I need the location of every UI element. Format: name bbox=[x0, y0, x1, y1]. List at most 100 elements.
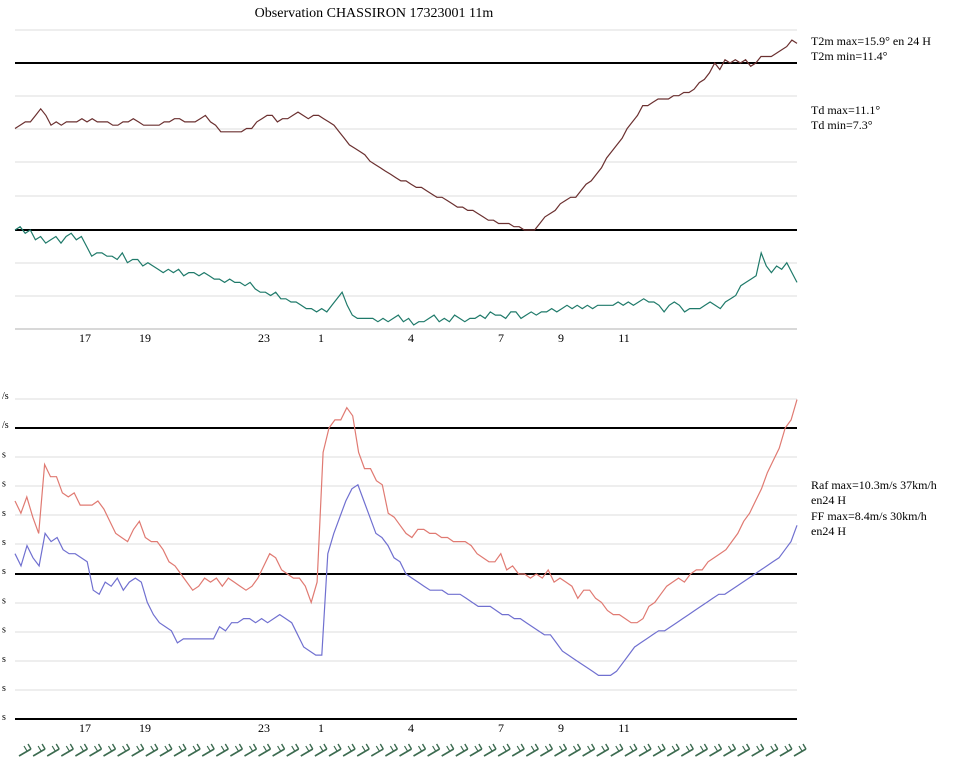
wind-barb-icon bbox=[201, 743, 215, 757]
wind-barb-icon bbox=[737, 743, 751, 757]
wind-barb-icon bbox=[159, 743, 173, 757]
wind-barb-icon bbox=[229, 743, 244, 757]
y-tick-label: s bbox=[2, 449, 6, 460]
annotation-label: Td max=11.1° bbox=[811, 103, 880, 117]
wind-barb-icon bbox=[117, 743, 131, 757]
wind-barb-icon bbox=[244, 743, 258, 757]
x-tick-label: 19 bbox=[139, 721, 151, 735]
y-tick-label: s bbox=[2, 683, 6, 694]
wind-barb-icon bbox=[751, 743, 765, 757]
x-tick-label: 11 bbox=[618, 331, 630, 345]
wind-barb-icon bbox=[511, 743, 525, 757]
wind-barb-icon bbox=[624, 743, 638, 757]
wind-barb-icon bbox=[46, 743, 60, 757]
annotation-label: Td min=7.3° bbox=[811, 118, 873, 132]
x-tick-label: 17 bbox=[79, 331, 91, 345]
x-tick-label: 7 bbox=[498, 721, 504, 735]
wind-barb-icon bbox=[652, 743, 666, 757]
annotation-label: en24 H bbox=[811, 493, 846, 507]
wind-barb-icon bbox=[74, 743, 89, 757]
wind-barb-icon bbox=[427, 743, 441, 757]
series-line-t2m bbox=[14, 39, 798, 231]
wind-barb-icon bbox=[765, 743, 779, 757]
wind-barb-icon bbox=[173, 743, 187, 757]
x-tick-label: 7 bbox=[498, 331, 504, 345]
y-tick-label: s bbox=[2, 479, 6, 490]
annotation-label: FF max=8.4m/s 30km/h bbox=[811, 509, 927, 523]
wind-barb-icon bbox=[680, 743, 694, 757]
y-tick-label: s bbox=[2, 566, 6, 577]
wind-barb-icon bbox=[469, 743, 483, 757]
x-tick-label: 9 bbox=[558, 331, 564, 345]
series-line-td bbox=[14, 225, 798, 326]
x-tick-label: 4 bbox=[408, 331, 414, 345]
annotation-label: Raf max=10.3m/s 37km/h bbox=[811, 478, 937, 492]
wind-barb-icon bbox=[384, 743, 399, 757]
wind-barb-icon bbox=[582, 743, 596, 757]
x-tick-label: 17 bbox=[79, 721, 91, 735]
wind-barb-icon bbox=[525, 743, 539, 757]
wind-barb-icon bbox=[18, 743, 32, 757]
wind-barb-icon bbox=[709, 743, 723, 757]
wind-barb-icon bbox=[60, 743, 74, 757]
wind-barb-icon bbox=[370, 743, 384, 757]
wind-barb-icon bbox=[596, 743, 610, 757]
x-tick-label: 1 bbox=[318, 721, 324, 735]
wind-barb-icon bbox=[272, 743, 286, 757]
wind-barb-icon bbox=[328, 743, 342, 757]
x-tick-label: 9 bbox=[558, 721, 564, 735]
wind-barb-icon bbox=[666, 743, 680, 757]
wind-barb-icon bbox=[131, 743, 145, 757]
wind-barb-icon bbox=[779, 743, 793, 757]
x-tick-label: 23 bbox=[258, 721, 270, 735]
wind-barb-icon bbox=[399, 743, 413, 757]
y-tick-label: s bbox=[2, 654, 6, 665]
wind-barb-icon bbox=[539, 743, 554, 757]
y-tick-label: s bbox=[2, 712, 6, 723]
wind-barb-icon bbox=[413, 743, 427, 757]
wind-barb-icon bbox=[723, 743, 737, 757]
wind-barb-icon bbox=[568, 743, 582, 757]
wind-barb-icon bbox=[187, 743, 201, 757]
wind-barb-icon bbox=[215, 743, 229, 757]
y-tick-label: s bbox=[2, 537, 6, 548]
wind-barb-icon bbox=[342, 743, 356, 757]
wind-barb-icon bbox=[483, 743, 497, 757]
wind-barb-icon bbox=[300, 743, 314, 757]
wind-barb-icon bbox=[32, 743, 46, 757]
wind-barb-icon bbox=[455, 743, 469, 757]
annotation-label: T2m min=11.4° bbox=[811, 49, 888, 63]
series-line-raf bbox=[14, 399, 798, 624]
wind-barbs-row bbox=[18, 743, 807, 757]
y-tick-label: /s bbox=[2, 420, 9, 431]
wind-barb-icon bbox=[314, 743, 328, 757]
y-tick-label: s bbox=[2, 595, 6, 606]
wind-barb-icon bbox=[441, 743, 455, 757]
wind-barb-icon bbox=[356, 743, 370, 757]
series-line-ff bbox=[14, 483, 798, 677]
wind-barb-icon bbox=[610, 743, 624, 757]
wind-barb-icon bbox=[793, 743, 807, 757]
x-tick-label: 4 bbox=[408, 721, 414, 735]
chart-title: Observation CHASSIRON 17323001 11m bbox=[255, 6, 494, 21]
x-tick-label: 19 bbox=[139, 331, 151, 345]
x-tick-label: 1 bbox=[318, 331, 324, 345]
wind-barb-icon bbox=[694, 743, 709, 757]
wind-barb-icon bbox=[258, 743, 272, 757]
annotation-label: en24 H bbox=[811, 524, 846, 538]
y-tick-label: /s bbox=[2, 391, 9, 402]
annotation-label: T2m max=15.9° en 24 H bbox=[811, 34, 931, 48]
wind-barb-icon bbox=[145, 743, 159, 757]
y-tick-label: s bbox=[2, 508, 6, 519]
wind-barb-icon bbox=[554, 743, 568, 757]
y-tick-label: s bbox=[2, 625, 6, 636]
wind-barb-icon bbox=[103, 743, 117, 757]
x-tick-label: 11 bbox=[618, 721, 630, 735]
wind-barb-icon bbox=[89, 743, 103, 757]
wind-barb-icon bbox=[497, 743, 511, 757]
wind-barb-icon bbox=[638, 743, 652, 757]
x-tick-label: 23 bbox=[258, 331, 270, 345]
